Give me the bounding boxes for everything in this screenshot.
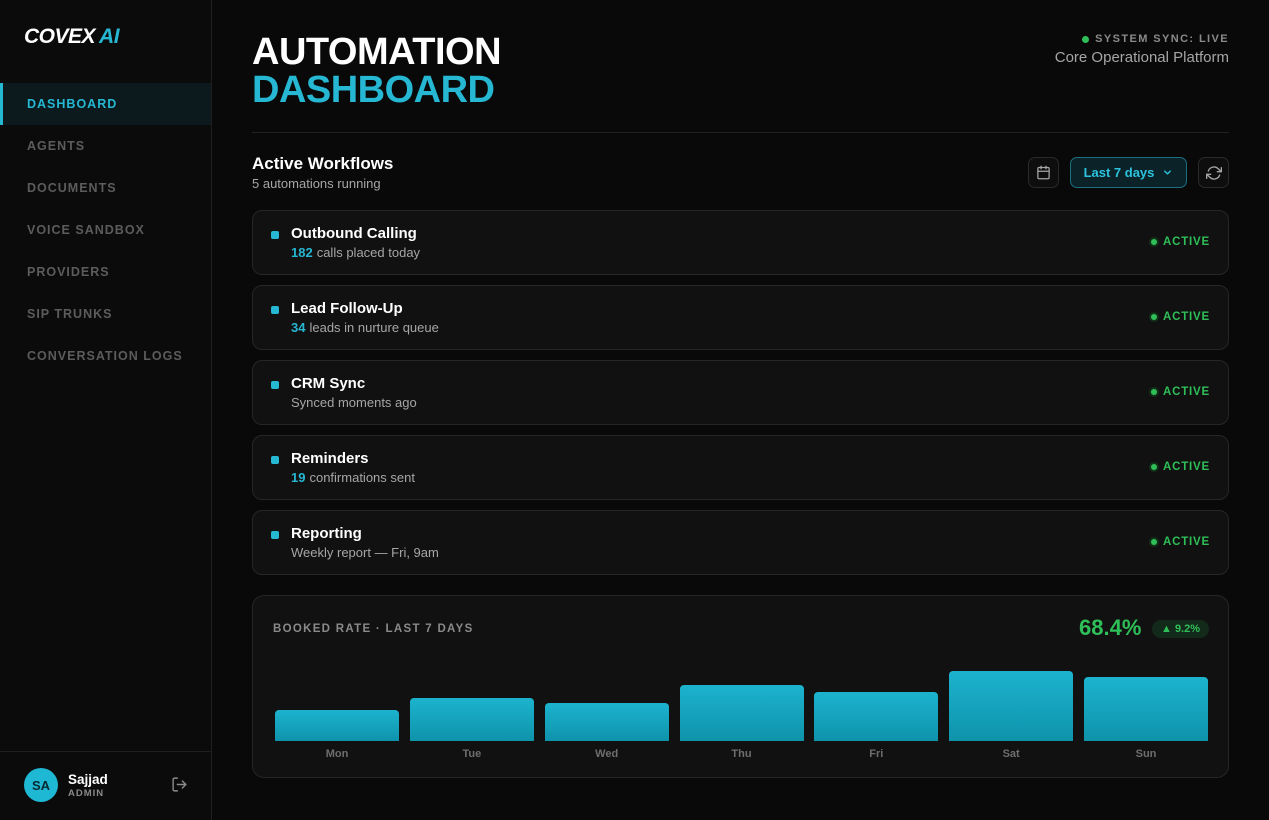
workflows-subtitle: 5 automations running [252,176,381,191]
status-label: ACTIVE [1163,311,1210,323]
status-dot-icon [1151,464,1158,470]
user-name: Sajjad [68,772,108,787]
bar-mon[interactable] [275,710,399,741]
status-label: ACTIVE [1163,536,1210,548]
sync-label: SYSTEM SYNC: LIVE [1095,33,1229,45]
workflow-desc-text: calls placed today [316,245,421,260]
status-badge: ACTIVE [1151,536,1210,548]
workflow-description: 19 confirmations sent [291,470,415,485]
status-badge: ACTIVE [1151,386,1210,398]
platform-label: Core Operational Platform [1054,49,1229,66]
workflow-name: CRM Sync [291,375,366,392]
avatar[interactable]: SA [24,768,58,802]
x-tick-label: Fri [869,748,884,760]
calendar-icon [1037,165,1050,180]
workflow-name: Lead Follow-Up [291,300,403,317]
refresh-button[interactable] [1198,157,1229,188]
status-label: ACTIVE [1163,236,1210,248]
calendar-button[interactable] [1028,157,1059,188]
workflow-name: Reporting [291,525,362,542]
date-range-dropdown[interactable]: Last 7 days [1070,157,1187,188]
workflow-card-crm-sync[interactable]: CRM Sync Synced moments ago ACTIVE [252,360,1229,425]
date-range-label: Last 7 days [1083,165,1155,180]
live-dot-icon [1082,35,1090,43]
bar-sun[interactable] [1084,677,1208,741]
status-label: ACTIVE [1163,461,1210,473]
page-title-line1: AUTOMATION [252,31,502,73]
workflow-count: 19 [291,470,306,485]
status-badge: ACTIVE [1151,311,1210,323]
workflow-desc-text: leads in nurture queue [309,320,439,335]
sidebar-item-documents[interactable]: DOCUMENTS [27,181,117,195]
workflow-desc-text: Weekly report — Fri, 9am [291,545,439,560]
workflow-indicator-icon [271,381,279,389]
x-tick-label: Sun [1135,748,1157,760]
chevron-down-icon [1164,170,1172,175]
bar-chart [275,656,1208,741]
brand-logo[interactable]: COVEX AI [24,25,120,49]
sidebar-item-voice-sandbox[interactable]: VOICE SANDBOX [27,223,145,237]
brand-name: COVEX [24,25,96,48]
workflow-indicator-icon [271,531,279,539]
workflow-indicator-icon [271,456,279,464]
bar-fri[interactable] [814,692,939,741]
sidebar-item-conversation-logs[interactable]: CONVERSATION LOGS [27,349,183,363]
x-tick-label: Sat [1002,748,1020,760]
bar-tue[interactable] [409,698,534,741]
main-content: AUTOMATION DASHBOARD SYSTEM SYNC: LIVE C… [212,0,1269,820]
workflow-desc-text: confirmations sent [309,470,415,485]
bar-sat[interactable] [949,670,1074,741]
status-dot-icon [1151,239,1158,245]
sidebar-item-dashboard[interactable]: DASHBOARD [0,83,211,125]
x-tick-label: Tue [462,748,482,760]
sidebar-nav: DASHBOARD AGENTS DOCUMENTS VOICE SANDBOX… [0,83,211,377]
refresh-icon [1205,165,1222,180]
x-tick-label: Thu [731,748,752,760]
status-badge: ACTIVE [1151,236,1210,248]
workflow-card-reporting[interactable]: Reporting Weekly report — Fri, 9am ACTIV… [252,510,1229,575]
workflow-card-outbound-calling[interactable]: Outbound Calling 182 calls placed today A… [252,210,1229,275]
header-divider [252,132,1229,133]
chart-title: BOOKED RATE · LAST 7 DAYS [273,623,474,635]
logout-icon[interactable] [171,776,188,793]
bar-thu[interactable] [679,685,804,741]
workflow-description: Synced moments ago [291,395,417,410]
workflow-name: Outbound Calling [291,225,417,242]
booked-rate-value: 68.4% [1079,615,1142,640]
workflow-card-reminders[interactable]: Reminders 19 confirmations sent ACTIVE [252,435,1229,500]
rate-delta-badge: ▲ 9.2% [1152,620,1210,638]
booked-rate-card: BOOKED RATE · LAST 7 DAYS 68.4% ▲ 9.2% M… [252,595,1229,778]
workflow-description: Weekly report — Fri, 9am [291,545,439,560]
workflow-indicator-icon [271,306,279,314]
sidebar-item-agents[interactable]: AGENTS [27,139,86,153]
workflow-count: 182 [291,245,313,260]
workflows-title: Active Workflows [252,154,394,173]
workflow-indicator-icon [271,231,279,239]
workflow-count: 34 [291,320,306,335]
chart-x-axis: Mon Tue Wed Thu Fri Sat Sun [275,748,1208,762]
system-sync-status: SYSTEM SYNC: LIVE [1082,33,1229,45]
sidebar: COVEX AI DASHBOARD AGENTS DOCUMENTS VOICE… [0,0,212,820]
status-dot-icon [1151,539,1158,545]
sidebar-item-providers[interactable]: PROVIDERS [27,265,110,279]
page-title-line2: DASHBOARD [252,69,495,111]
workflow-description: 182 calls placed today [291,245,420,260]
workflow-card-lead-follow-up[interactable]: Lead Follow-Up 34 leads in nurture queue … [252,285,1229,350]
sidebar-item-sip-trunks[interactable]: SIP TRUNKS [27,307,113,321]
brand-suffix: AI [99,25,120,48]
user-role: ADMIN [68,788,105,799]
status-badge: ACTIVE [1151,461,1210,473]
status-label: ACTIVE [1163,386,1210,398]
status-dot-icon [1151,314,1158,320]
workflow-description: 34 leads in nurture queue [291,320,439,335]
user-profile: SA Sajjad ADMIN [0,751,211,820]
workflow-name: Reminders [291,450,369,467]
workflow-desc-text: Synced moments ago [291,395,417,410]
status-dot-icon [1151,389,1158,395]
x-tick-label: Mon [325,748,349,760]
x-tick-label: Wed [595,748,619,760]
bar-wed[interactable] [544,702,669,741]
